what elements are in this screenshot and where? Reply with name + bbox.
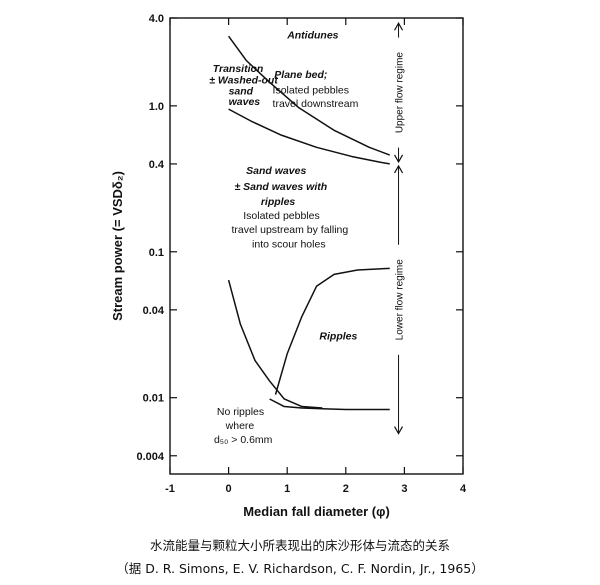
annotation-label: d₅₀ > 0.6mm bbox=[214, 434, 273, 446]
series-line-5 bbox=[274, 267, 390, 395]
annotation-label: No ripples bbox=[217, 406, 264, 418]
annotation-label: Plane bed; bbox=[274, 69, 327, 81]
x-tick-label: 3 bbox=[401, 483, 407, 495]
annotation-label: waves bbox=[229, 96, 261, 108]
annotation-label: Transition bbox=[213, 63, 264, 75]
x-tick-label: 1 bbox=[284, 483, 290, 495]
series-line-3 bbox=[227, 279, 323, 409]
annotation-label: travel upstream by falling bbox=[232, 224, 349, 236]
annotation-label: Isolated pebbles bbox=[273, 84, 349, 96]
annotation-label: Isolated pebbles bbox=[243, 210, 319, 222]
plot-frame bbox=[169, 17, 464, 475]
series-line-2 bbox=[228, 108, 390, 165]
chart: 4.0 1.0 0.4 0.1 0.04 0.01 0.004 -1 0 1 2 3 4 Median f… bbox=[110, 13, 467, 519]
regime-arrow-down bbox=[394, 426, 404, 435]
regime-arrow-up bbox=[394, 164, 404, 174]
annotation-label: Antidunes bbox=[286, 29, 338, 41]
regime-label: Lower flow regime bbox=[395, 259, 406, 341]
regime-label: Upper flow regime bbox=[395, 52, 406, 134]
x-tick-label: 2 bbox=[343, 483, 349, 495]
caption-line-2: （据 D. R. Simons, E. V. Richardson, C. F.… bbox=[116, 561, 484, 576]
y-tick-label: 4.0 bbox=[149, 13, 164, 25]
annotation-label: ± Washed-out bbox=[209, 75, 278, 87]
caption-line-1: 水流能量与颗粒大小所表现出的床沙形体与流态的关系 bbox=[149, 538, 450, 553]
y-tick-label: 1.0 bbox=[149, 101, 164, 113]
series-line-4 bbox=[269, 398, 390, 411]
series-line-1 bbox=[227, 35, 391, 156]
regime-arrow-up bbox=[394, 22, 404, 31]
annotation-label: Ripples bbox=[319, 331, 357, 343]
x-axis-label: Median fall diameter (φ) bbox=[243, 504, 390, 519]
annotation-label: ripples bbox=[261, 196, 296, 208]
x-tick-label: 0 bbox=[226, 483, 232, 495]
y-axis-label: Stream power (= VSDδ₂) bbox=[110, 171, 125, 321]
x-tick-label: 4 bbox=[460, 483, 467, 495]
annotation-label: sand bbox=[229, 85, 254, 97]
y-tick-label: 0.004 bbox=[136, 451, 164, 463]
y-tick-label: 0.4 bbox=[149, 159, 165, 171]
x-tick-label: -1 bbox=[165, 483, 175, 495]
annotation-label: travel downstream bbox=[273, 98, 359, 110]
y-tick-label: 0.1 bbox=[149, 247, 164, 259]
annotation-label: into scour holes bbox=[252, 238, 326, 250]
y-tick-label: 0.01 bbox=[143, 393, 164, 405]
annotation-label: Sand waves bbox=[246, 165, 306, 177]
y-tick-label: 0.04 bbox=[143, 305, 165, 317]
annotation-label: where bbox=[225, 420, 255, 432]
annotation-label: ± Sand waves with bbox=[234, 181, 327, 193]
regime-arrow-down bbox=[394, 154, 404, 164]
